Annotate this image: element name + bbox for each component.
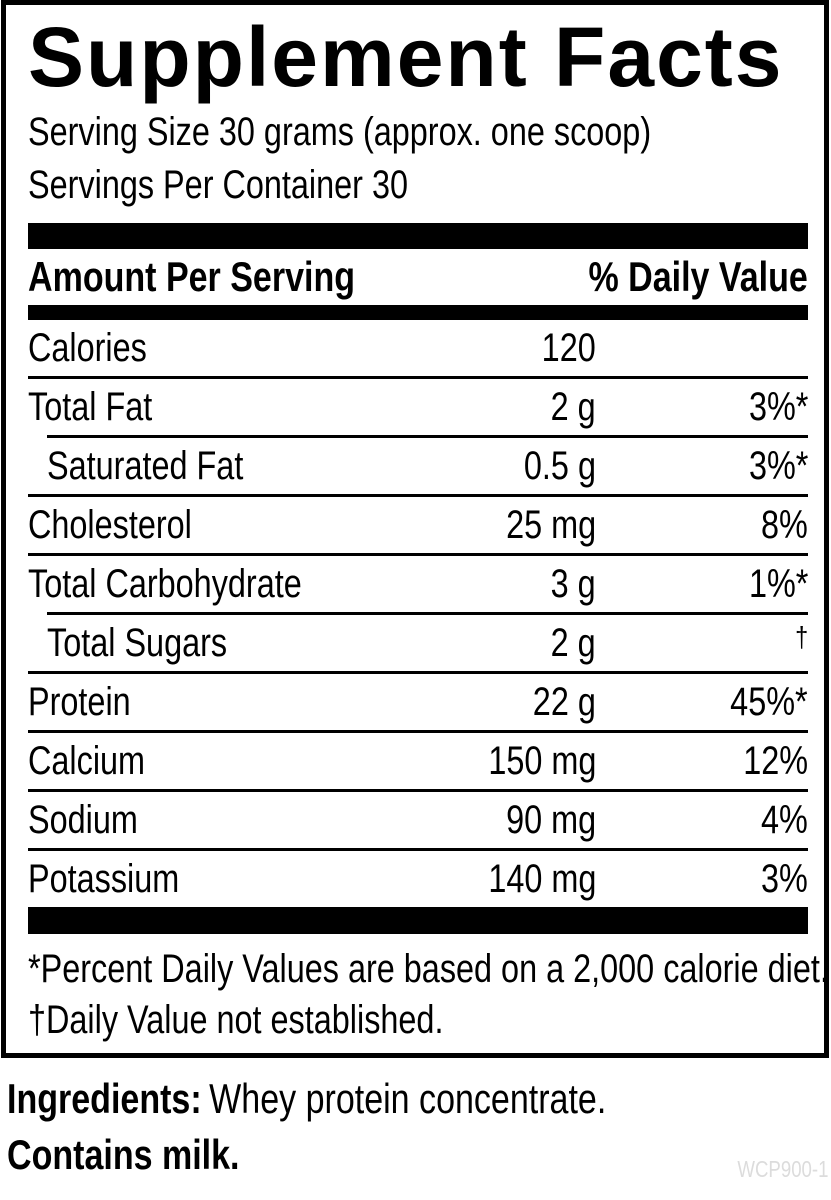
ingredients-label: Ingredients:	[7, 1075, 202, 1122]
header-divider-bar	[28, 305, 808, 320]
amount-per-serving-header: Amount Per Serving	[28, 253, 356, 300]
footnotes: *Percent Daily Values are based on a 2,0…	[28, 944, 829, 1046]
nutrient-amount: 120	[541, 325, 596, 370]
nutrient-amount: 25 mg	[505, 502, 596, 547]
row-divider	[28, 671, 808, 674]
table-row: Calcium 150 mg 12%	[28, 733, 808, 789]
panel-title: Supplement Facts	[28, 10, 784, 104]
table-row: Total Fat 2 g 3%*	[28, 379, 808, 435]
nutrient-amount: 3 g	[550, 561, 596, 606]
nutrient-name: Calories	[28, 325, 147, 370]
product-code: WCP900-1	[736, 1156, 828, 1182]
table-row: Total Carbohydrate 3 g 1%*	[28, 556, 808, 612]
table-row: Saturated Fat 0.5 g 3%*	[28, 438, 808, 494]
table-row: Potassium 140 mg 3%	[28, 851, 808, 907]
serving-info: Serving Size 30 grams (approx. one scoop…	[28, 106, 808, 212]
serving-size-text: Serving Size 30 grams (approx. one scoop…	[28, 110, 652, 154]
table-header-row: Amount Per Serving % Daily Value	[28, 249, 808, 305]
row-divider	[28, 376, 808, 379]
nutrient-amount: 140 mg	[487, 856, 596, 901]
footnote-daily-value-not-established: †Daily Value not established.	[28, 998, 444, 1042]
table-row: Cholesterol 25 mg 8%	[28, 497, 808, 553]
nutrient-daily-value: 8%	[761, 502, 808, 547]
row-divider	[47, 435, 808, 438]
table-row: Protein 22 g 45%*	[28, 674, 808, 730]
daily-value-header: % Daily Value	[588, 253, 808, 300]
row-divider	[28, 494, 808, 497]
table-row: Sodium 90 mg 4%	[28, 792, 808, 848]
nutrient-daily-value: 1%*	[748, 561, 808, 606]
nutrient-name: Total Carbohydrate	[28, 561, 302, 606]
nutrient-amount: 2 g	[550, 620, 596, 665]
ingredients-text: Whey protein concentrate.	[209, 1075, 607, 1122]
nutrient-name: Saturated Fat	[47, 443, 244, 488]
nutrient-name: Cholesterol	[28, 502, 192, 547]
servings-per-container-text: Servings Per Container 30	[28, 163, 409, 207]
nutrient-daily-value: 45%*	[730, 679, 808, 724]
ingredients-line: Ingredients: Whey protein concentrate.	[7, 1072, 747, 1125]
table-row: Calories 120	[28, 320, 808, 376]
nutrient-amount: 22 g	[532, 679, 596, 724]
row-divider	[28, 848, 808, 851]
bottom-divider-bar	[28, 907, 808, 934]
nutrient-daily-value: 3%	[761, 856, 808, 901]
nutrient-daily-value: 4%	[761, 797, 808, 842]
nutrient-daily-value: 12%	[743, 738, 808, 783]
table-row: Total Sugars 2 g †	[28, 615, 808, 671]
nutrient-name: Total Sugars	[47, 620, 228, 665]
nutrient-amount: 90 mg	[505, 797, 596, 842]
servings-per-container-line: Servings Per Container 30	[28, 159, 808, 212]
nutrient-daily-value: 3%*	[748, 384, 808, 429]
nutrient-daily-value	[596, 326, 808, 371]
row-divider	[28, 789, 808, 792]
row-divider	[28, 730, 808, 733]
row-divider	[47, 612, 808, 615]
top-divider-bar	[28, 223, 808, 249]
nutrient-amount: 150 mg	[487, 738, 596, 783]
nutrient-name: Potassium	[28, 856, 180, 901]
nutrient-amount: 0.5 g	[523, 443, 596, 488]
nutrient-daily-value: 3%*	[748, 443, 808, 488]
nutrient-name: Calcium	[28, 738, 146, 783]
footnote-percent-daily-value: *Percent Daily Values are based on a 2,0…	[28, 947, 829, 991]
nutrient-name: Protein	[28, 679, 131, 724]
serving-size-line: Serving Size 30 grams (approx. one scoop…	[28, 106, 808, 159]
nutrient-table: Calories 120 Total Fat 2 g 3%* Saturated Fat 0…	[28, 320, 808, 907]
nutrient-amount: 2 g	[550, 384, 596, 429]
nutrient-name: Sodium	[28, 797, 138, 842]
allergen-statement: Contains milk.	[7, 1131, 240, 1178]
supplement-facts-panel: Supplement Facts Serving Size 30 grams (…	[1, 0, 829, 1058]
nutrient-name: Total Fat	[28, 384, 153, 429]
row-divider	[28, 553, 808, 556]
nutrient-daily-value: †	[794, 621, 808, 654]
